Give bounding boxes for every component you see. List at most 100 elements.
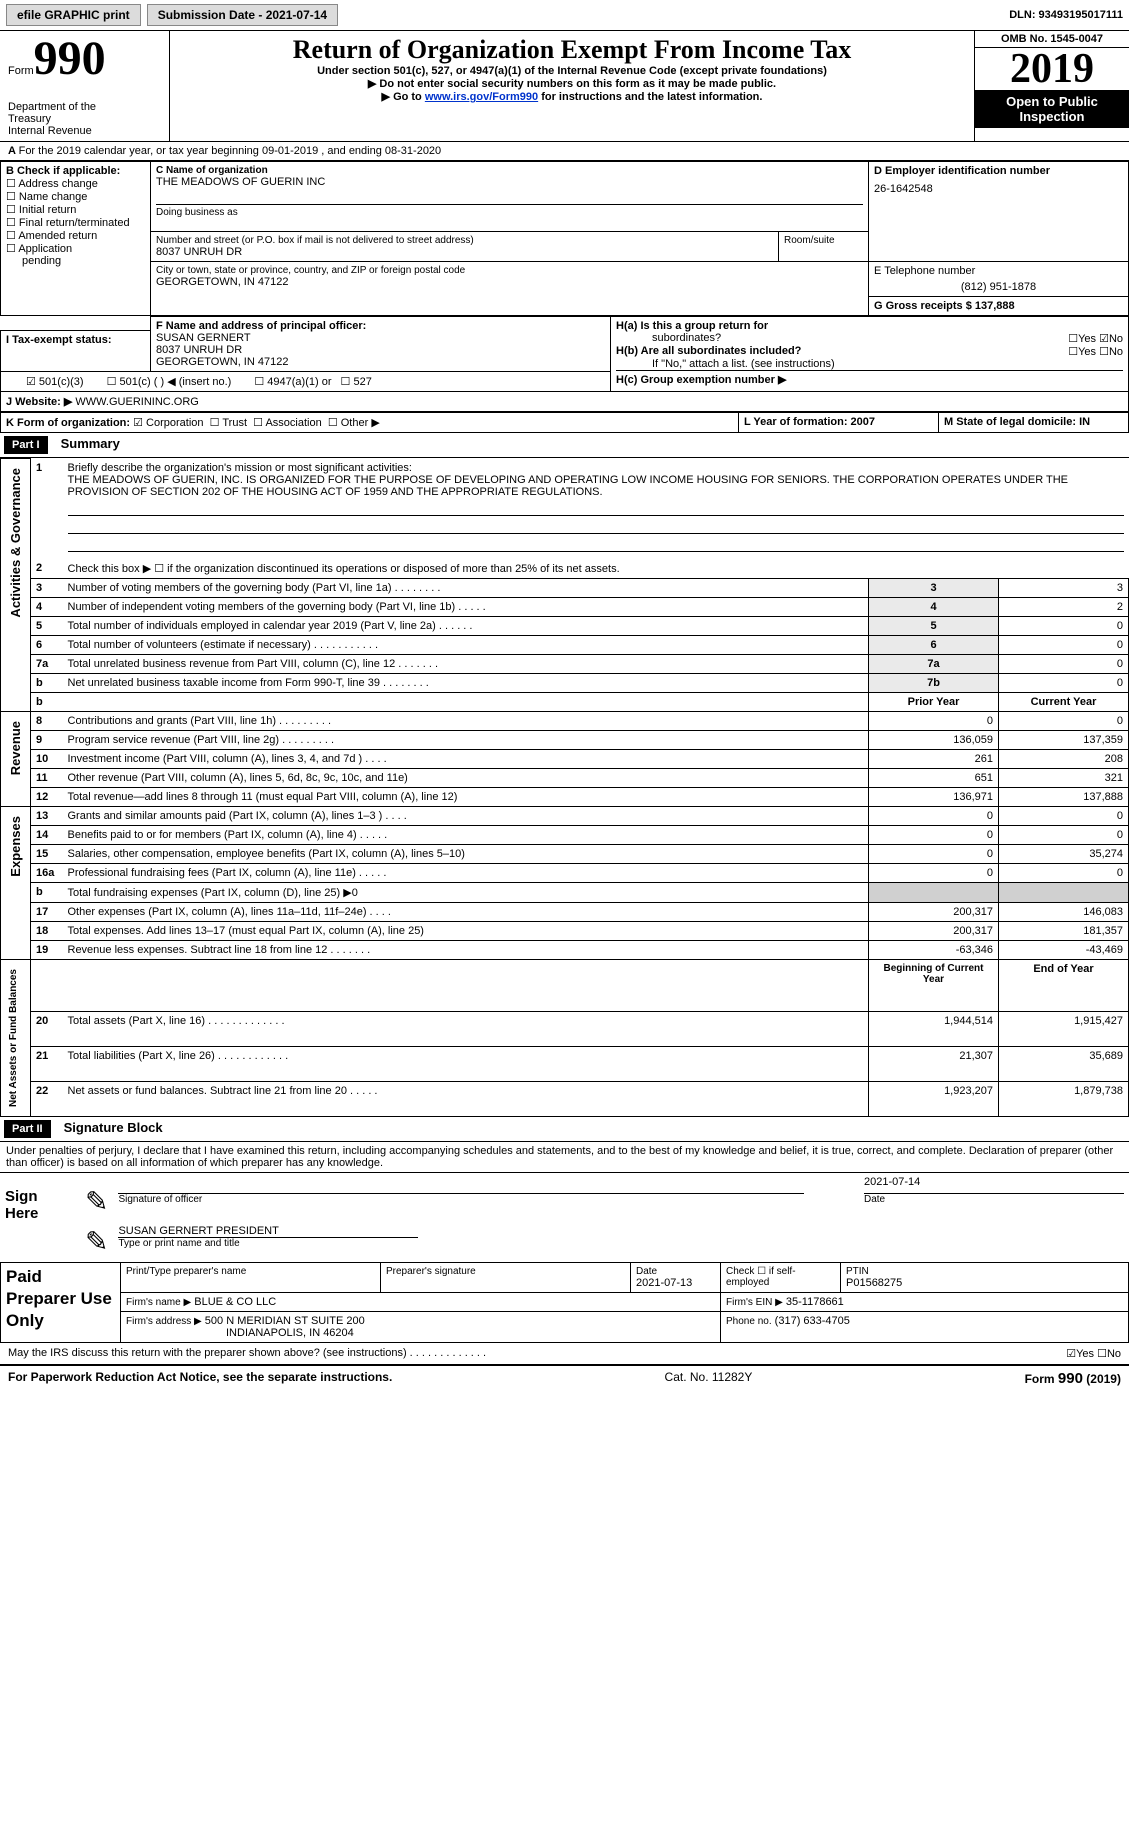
ec18: 181,357 (999, 921, 1129, 940)
i-4947[interactable]: 4947(a)(1) or (267, 376, 331, 388)
check-addr[interactable]: Address change (18, 178, 98, 190)
ha-sub: subordinates? (652, 332, 721, 345)
under-section: Under section 501(c), 527, or 4947(a)(1)… (178, 65, 966, 77)
nn21: 21 (31, 1047, 63, 1082)
ep18: 200,317 (869, 921, 999, 940)
hb-yes[interactable]: Yes (1078, 346, 1096, 358)
box-b-title: B Check if applicable: (6, 165, 145, 177)
q4: Number of independent voting members of … (63, 597, 869, 616)
r7a: 0 (999, 654, 1129, 673)
hdr-curr: Current Year (999, 692, 1129, 711)
q3: Number of voting members of the governin… (63, 578, 869, 597)
n3: 3 (31, 578, 63, 597)
dln-label: DLN: 93493195017111 (1009, 9, 1123, 21)
ha-no[interactable]: No (1109, 333, 1123, 345)
check-pending: pending (22, 255, 145, 267)
firm-ein: 35-1178661 (786, 1296, 844, 1308)
i-501c3[interactable]: 501(c)(3) (39, 376, 84, 388)
e16b: Total fundraising expenses (Part IX, col… (63, 882, 869, 902)
k-assoc[interactable]: Association (265, 417, 321, 429)
en13: 13 (31, 806, 63, 825)
part1-title: Summary (61, 436, 120, 451)
main-title: Return of Organization Exempt From Incom… (178, 35, 966, 65)
prep-date-val: 2021-07-13 (636, 1277, 715, 1289)
i-501c[interactable]: 501(c) ( ) ◀ (insert no.) (120, 376, 232, 388)
en15: 15 (31, 844, 63, 863)
paid-preparer-title: Paid Preparer Use Only (6, 1266, 115, 1332)
firm-ein-label: Firm's EIN ▶ (726, 1297, 783, 1308)
firm-addr1: 500 N MERIDIAN ST SUITE 200 (205, 1315, 365, 1327)
pen-icon: ✎ (80, 1173, 113, 1222)
ec14: 0 (999, 825, 1129, 844)
ein-value: 26-1642548 (874, 183, 1123, 195)
k-corp[interactable]: Corporation (146, 417, 203, 429)
submission-date-button[interactable]: Submission Date - 2021-07-14 (147, 4, 338, 26)
box-g: G Gross receipts $ 137,888 (874, 300, 1123, 312)
check-amended[interactable]: Amended return (18, 230, 97, 242)
hc-label: H(c) Group exemption number ▶ (616, 370, 1123, 386)
firm-addr-label: Firm's address ▶ (126, 1316, 202, 1327)
box-k-label: K Form of organization: (6, 417, 130, 429)
np20: 1,944,514 (869, 1012, 999, 1047)
i-527[interactable]: 527 (353, 376, 371, 388)
box-j-label: J Website: ▶ (6, 396, 72, 408)
e19: Revenue less expenses. Subtract line 18 … (63, 940, 869, 959)
nn22: 22 (31, 1081, 63, 1116)
header-boxes-4: K Form of organization: ☑ Corporation ☐ … (0, 412, 1129, 433)
check-initial[interactable]: Initial return (19, 204, 76, 216)
website: WWW.GUERININC.ORG (75, 396, 198, 408)
k-other[interactable]: Other ▶ (341, 417, 380, 429)
hdr-end: End of Year (999, 959, 1129, 1012)
discuss-yes[interactable]: Yes (1076, 1348, 1094, 1360)
top-bar: efile GRAPHIC print Submission Date - 20… (0, 0, 1129, 31)
officer-name-title: SUSAN GERNERT PRESIDENT (118, 1225, 418, 1238)
vert-revenue: Revenue (6, 715, 25, 781)
efile-print-button[interactable]: efile GRAPHIC print (6, 4, 141, 26)
na22: Net assets or fund balances. Subtract li… (63, 1081, 869, 1116)
l12: Total revenue—add lines 8 through 11 (mu… (63, 787, 869, 806)
hdr-beg: Beginning of Current Year (869, 959, 999, 1012)
vert-net: Net Assets or Fund Balances (6, 963, 21, 1113)
dba-label: Doing business as (156, 204, 863, 218)
e13: Grants and similar amounts paid (Part IX… (63, 806, 869, 825)
rc9: 137,359 (999, 730, 1129, 749)
type-name-label: Type or print name and title (118, 1238, 1124, 1249)
mission-text: THE MEADOWS OF GUERIN, INC. IS ORGANIZED… (68, 474, 1124, 498)
ssn-note: Do not enter social security numbers on … (379, 78, 776, 90)
ha-yes[interactable]: Yes (1078, 333, 1096, 345)
paid-preparer-table: Paid Preparer Use Only Print/Type prepar… (0, 1262, 1129, 1343)
n2: 2 (31, 559, 63, 579)
e15: Salaries, other compensation, employee b… (63, 844, 869, 863)
rc10: 208 (999, 749, 1129, 768)
dept-line1: Department of the (8, 101, 161, 113)
line-a-text: For the 2019 calendar year, or tax year … (19, 145, 442, 157)
box-d-label: D Employer identification number (874, 165, 1123, 177)
header-boxes-3: J Website: ▶ WWW.GUERININC.ORG (0, 392, 1129, 412)
ptin-label: PTIN (846, 1266, 1123, 1277)
phone-value: (812) 951-1878 (874, 281, 1123, 293)
h-note: If "No," attach a list. (see instruction… (652, 358, 1123, 370)
box-c-label: C Name of organization (156, 165, 863, 176)
q5: Total number of individuals employed in … (63, 616, 869, 635)
rc12: 137,888 (999, 787, 1129, 806)
check-self[interactable]: Check ☐ if self-employed (726, 1266, 835, 1288)
check-app[interactable]: Application (18, 243, 72, 255)
discuss-no[interactable]: No (1107, 1348, 1121, 1360)
street-value: 8037 UNRUH DR (156, 246, 773, 258)
rc11: 321 (999, 768, 1129, 787)
firm-name-label: Firm's name ▶ (126, 1297, 191, 1308)
p8: 0 (869, 711, 999, 730)
inspection: Inspection (981, 109, 1123, 124)
np21: 21,307 (869, 1047, 999, 1082)
check-name[interactable]: Name change (19, 191, 88, 203)
rn11: 11 (31, 768, 63, 787)
na21: Total liabilities (Part X, line 26) . . … (63, 1047, 869, 1082)
goto-link[interactable]: www.irs.gov/Form990 (425, 91, 538, 103)
en14: 14 (31, 825, 63, 844)
hb-no[interactable]: No (1109, 346, 1123, 358)
ep19: -63,346 (869, 940, 999, 959)
form-label: Form 990 (2019) (1025, 1370, 1121, 1387)
check-final[interactable]: Final return/terminated (19, 217, 130, 229)
footer: For Paperwork Reduction Act Notice, see … (0, 1365, 1129, 1391)
k-trust[interactable]: Trust (222, 417, 247, 429)
